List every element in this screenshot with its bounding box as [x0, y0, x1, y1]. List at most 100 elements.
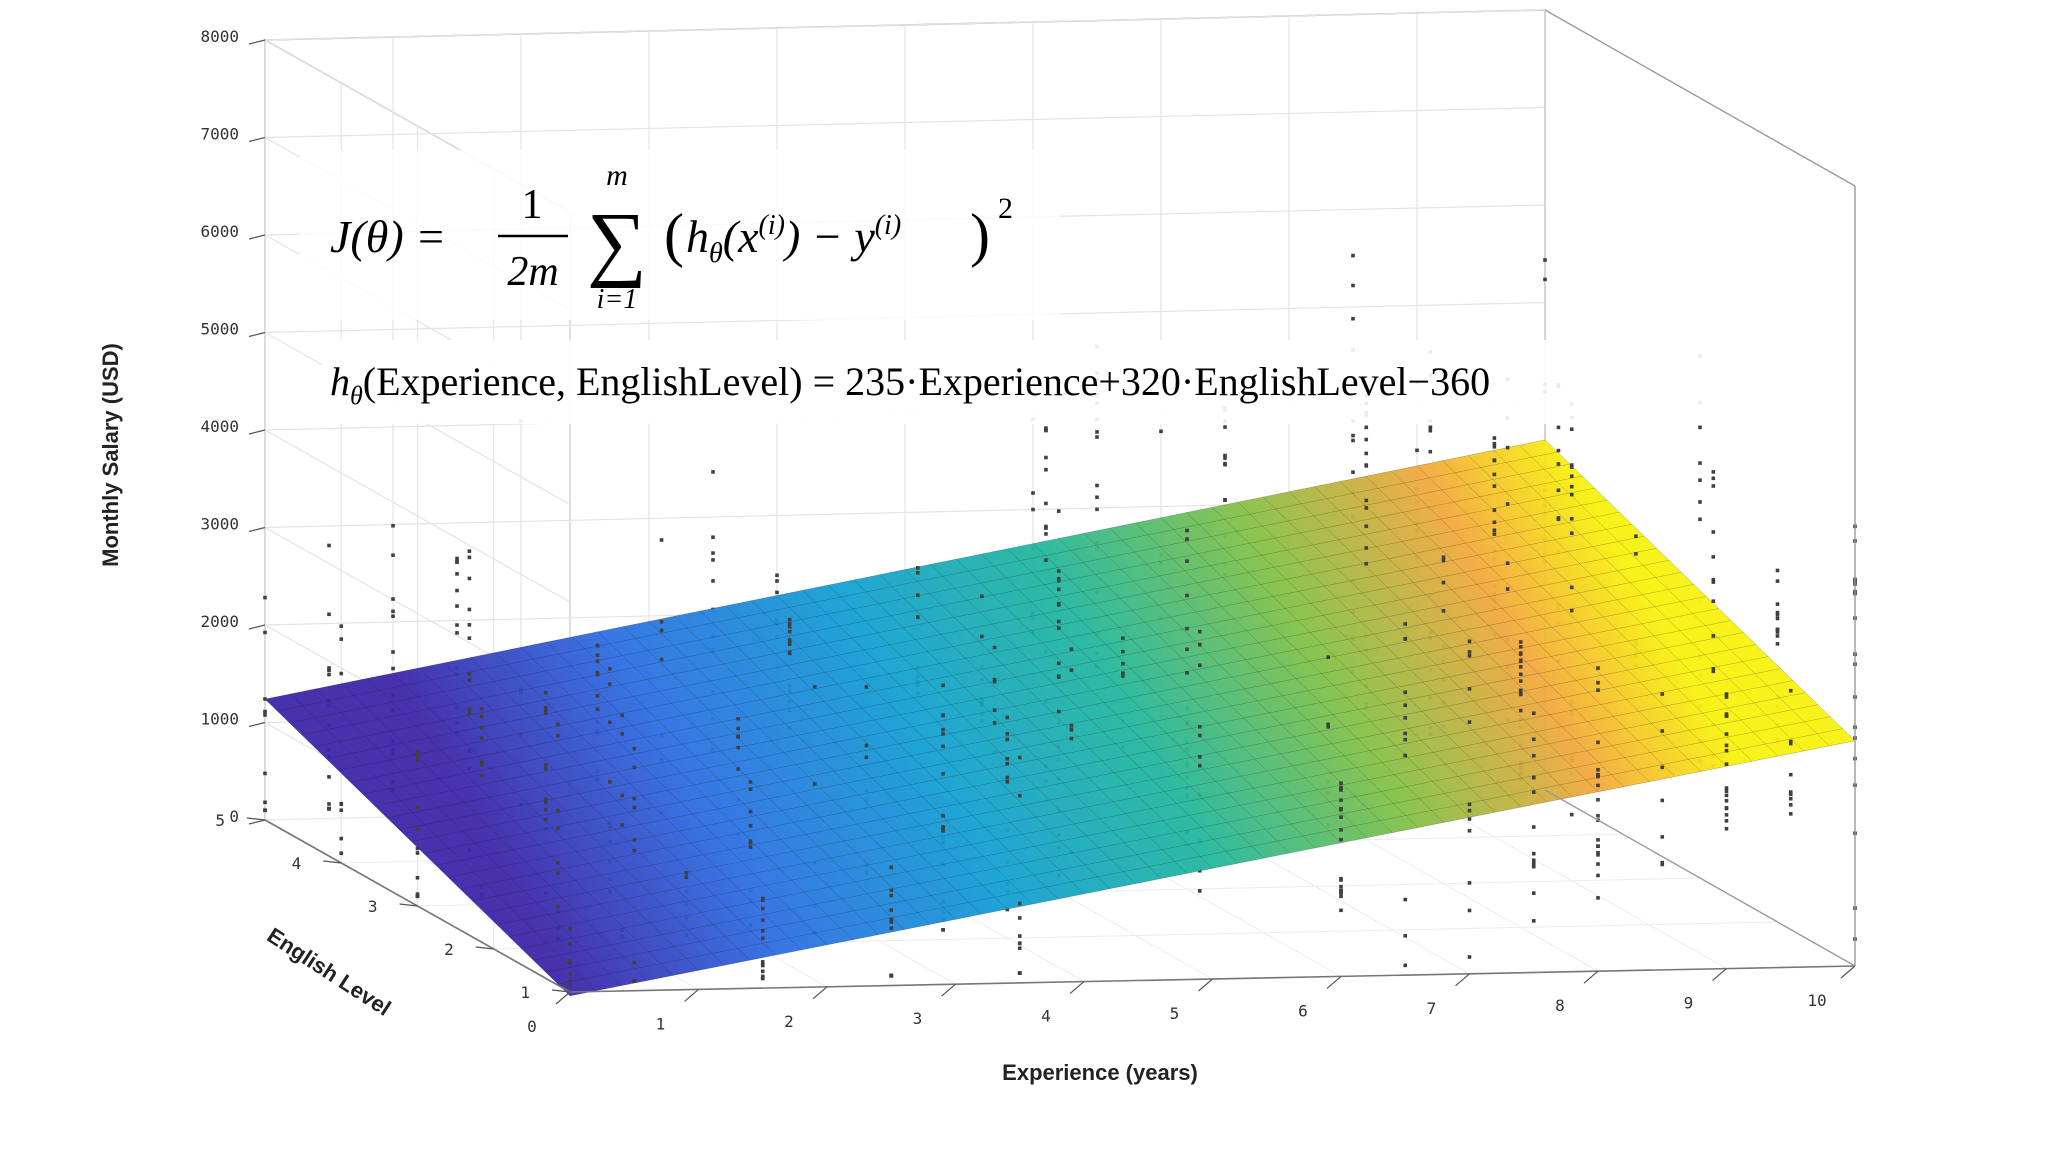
scatter-point — [711, 551, 715, 555]
cost-close-paren: ) — [970, 202, 990, 268]
scatter-point — [1596, 853, 1600, 857]
scatter-point — [479, 773, 484, 778]
surface-mesh-line — [484, 656, 1769, 914]
x-tick-label: 5 — [1170, 1004, 1180, 1023]
scatter-point — [339, 802, 344, 806]
scatter-point — [1596, 783, 1600, 788]
scatter-point — [1660, 765, 1665, 770]
scatter-point — [632, 838, 637, 842]
scatter-point — [760, 962, 765, 967]
scatter-point — [1056, 709, 1061, 714]
y-tick-label: 5 — [215, 811, 225, 830]
scatter-point — [992, 677, 997, 682]
scatter-point — [1531, 775, 1536, 780]
scatter-point — [632, 746, 637, 751]
surface-mesh-line — [350, 523, 1632, 783]
scatter-point — [595, 643, 600, 648]
cost-sum-symbol: ∑ — [587, 196, 647, 289]
z-tick-label: 3000 — [200, 515, 239, 534]
scatter-point — [1724, 692, 1729, 696]
scatter-point — [1724, 806, 1729, 811]
cost-body: hθ(x(i)) − y(i) — [686, 210, 901, 269]
scatter-point — [339, 836, 344, 841]
surface-mesh-line — [411, 584, 1694, 842]
scatter-point — [1596, 797, 1600, 802]
scatter-point — [1660, 860, 1665, 865]
scatter-point — [916, 570, 920, 575]
cost-exponent: 2 — [998, 192, 1013, 225]
scatter-point — [543, 807, 548, 812]
scatter-point — [1518, 659, 1523, 664]
scatter-point — [1788, 790, 1793, 794]
scatter-point — [455, 556, 459, 561]
scatter-point — [339, 851, 344, 856]
scatter-point — [1095, 495, 1099, 500]
scatter-point — [1569, 812, 1574, 817]
scatter-point — [568, 961, 572, 966]
surface-mesh-line — [264, 439, 1546, 700]
surface-mesh-line — [700, 610, 1008, 910]
scatter-point — [1403, 690, 1408, 695]
scatter-point — [992, 708, 997, 712]
surface-mesh-line — [1340, 481, 1650, 782]
tick-labels: 8000 7000 6000 5000 4000 3000 2000 1000 0 0 1 2 3 4 5 6… — [200, 27, 1856, 1036]
scatter-point — [263, 713, 267, 717]
scatter-point — [1518, 688, 1523, 693]
cost-body-mid2: ) − y — [782, 211, 875, 262]
scatter-point — [1543, 258, 1547, 262]
scatter-point — [1711, 669, 1716, 674]
scatter-point — [1467, 653, 1472, 658]
scatter-point — [391, 553, 395, 558]
surface-mesh-line — [1212, 507, 1522, 808]
scatter-point — [1531, 753, 1536, 758]
scatter-point — [1775, 610, 1780, 615]
scatter-point — [391, 614, 395, 619]
surface-mesh-line — [1314, 486, 1624, 787]
scatter-point — [391, 650, 395, 654]
x-tick-mark — [1069, 981, 1085, 995]
scatter-point — [1017, 916, 1022, 920]
scatter-point — [1467, 650, 1472, 654]
x-tick-label: 8 — [1555, 996, 1565, 1015]
scatter-point — [1531, 825, 1536, 829]
scatter-point — [916, 593, 920, 597]
scatter-point — [1556, 462, 1561, 466]
scatter-point — [1775, 579, 1780, 583]
scatter-point — [1364, 451, 1369, 456]
scatter-point — [941, 826, 945, 831]
scatter-point — [263, 595, 267, 600]
scatter-point — [1351, 316, 1355, 321]
cost-open-paren: ( — [664, 202, 684, 268]
scatter-point — [1505, 445, 1510, 450]
scatter-point — [1326, 722, 1330, 727]
surface-mesh-line — [674, 616, 982, 915]
scatter-point — [415, 758, 420, 762]
scatter-point — [711, 470, 715, 474]
surface-mesh-line — [495, 652, 802, 951]
hypothesis-equation: hθ(Experience, EnglishLevel) = 235·Exper… — [322, 340, 1722, 424]
scatter-point — [1518, 640, 1523, 644]
scatter-point — [391, 666, 395, 671]
surface-mesh-line — [469, 657, 776, 956]
scatter-point — [543, 711, 548, 715]
scatter-point — [467, 678, 472, 682]
x-tick-label: 3 — [913, 1009, 923, 1028]
scatter-point — [748, 845, 753, 849]
cost-lhs: J(θ) = — [330, 211, 446, 262]
scatter-point — [479, 736, 484, 740]
scatter-point — [1185, 593, 1189, 598]
scatter-point — [889, 973, 894, 978]
scatter-point — [556, 734, 560, 738]
scatter-point — [1775, 613, 1780, 617]
scatter-point — [1467, 639, 1472, 644]
cost-frac-den: 2m — [507, 249, 558, 295]
x-tick-mark — [812, 986, 828, 1000]
surface-mesh-line — [930, 564, 1239, 864]
scatter-point — [1364, 498, 1369, 503]
scatter-point — [736, 717, 740, 721]
x-axis-title: Experience (years) — [1002, 1060, 1198, 1085]
scatter-point — [1492, 472, 1497, 477]
y-tick-mark — [246, 817, 266, 821]
scatter-point — [1492, 458, 1497, 463]
surface-mesh-line — [289, 463, 1570, 724]
